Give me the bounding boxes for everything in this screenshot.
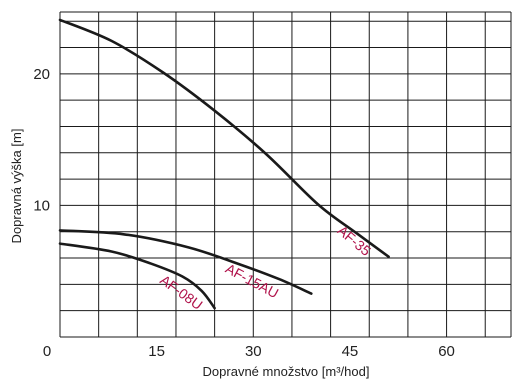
- x-axis-label: Dopravné množstvo [m³/hod]: [203, 364, 370, 379]
- curve-af-15au: [58, 229, 313, 295]
- y-axis-label: Dopravná výška [m]: [9, 129, 24, 244]
- x-tick-label: 15: [148, 343, 165, 360]
- x-tick-label: 60: [438, 343, 455, 360]
- curve-label-af-35: AF-35: [335, 222, 375, 259]
- tick-labels: 15 30 45 60 10 20: [33, 66, 455, 360]
- curve-label-af-15au: AF-15AU: [223, 260, 281, 301]
- origin-label: 0: [43, 343, 51, 360]
- curve-af-35: [58, 18, 390, 258]
- curve-label-af-08u: AF-08U: [157, 272, 205, 313]
- x-tick-label: 45: [342, 343, 359, 360]
- grid: [59, 11, 512, 338]
- curve-af-08u: [58, 242, 216, 310]
- x-tick-label: 30: [245, 343, 262, 360]
- y-tick-label: 20: [33, 66, 50, 83]
- y-tick-label: 10: [33, 197, 50, 214]
- curves: AF-35 AF-15AU AF-08U: [58, 18, 390, 313]
